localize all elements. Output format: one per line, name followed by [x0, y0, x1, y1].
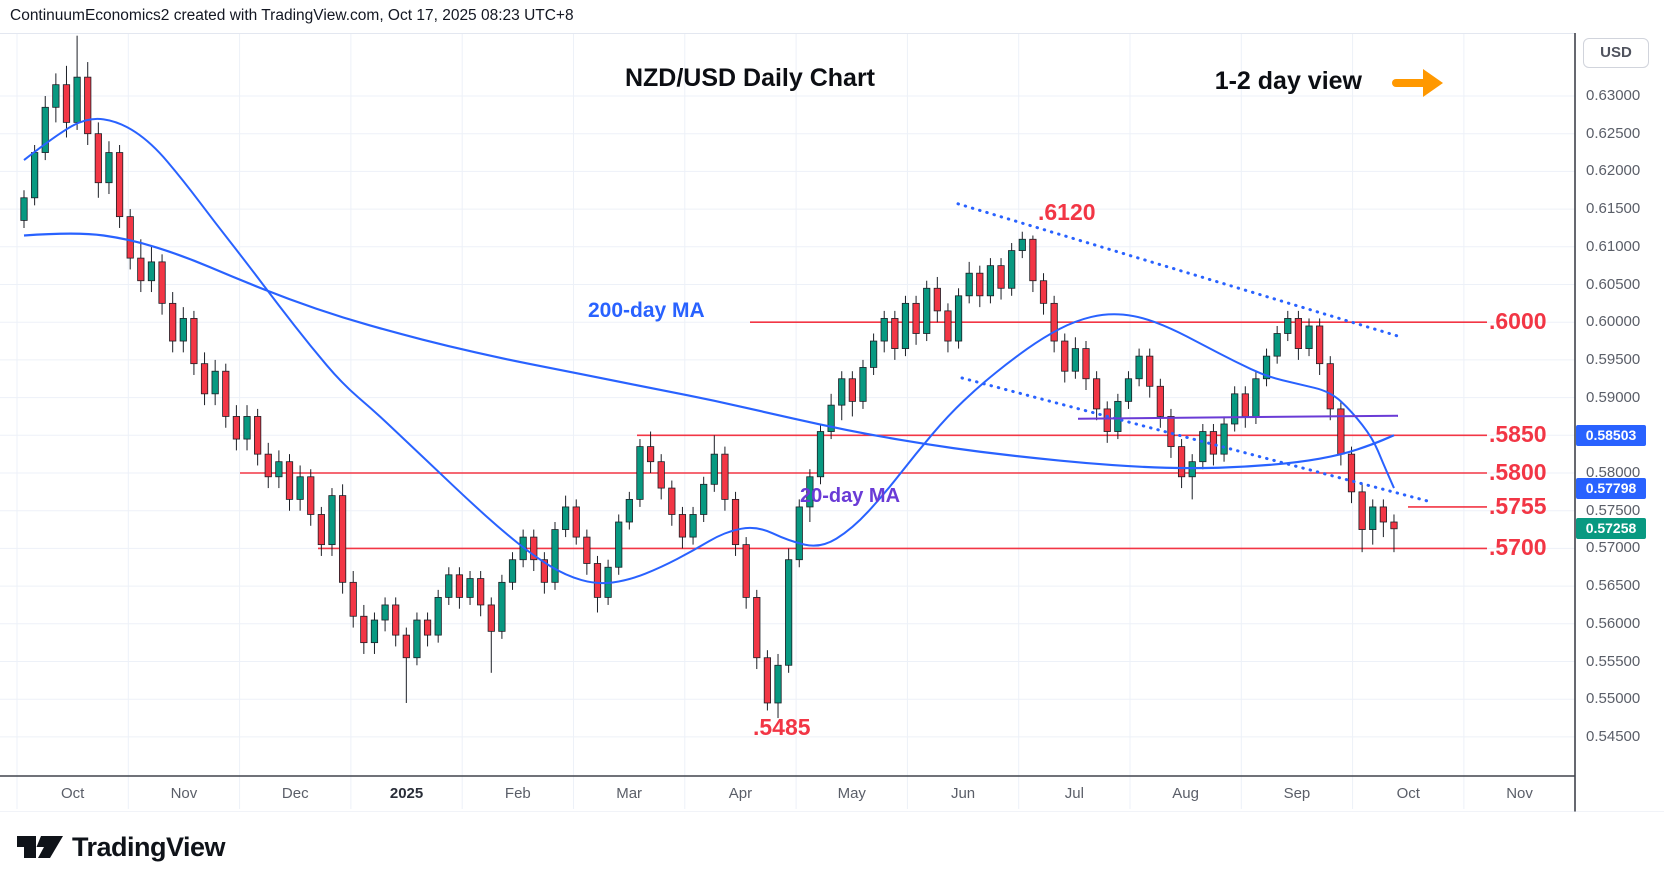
price-axis-tick: 0.59500: [1586, 350, 1641, 368]
axis-price-badge: 0.57798: [1576, 477, 1646, 499]
time-axis-month-label: Oct: [1396, 785, 1420, 802]
time-axis-month-label: Feb: [504, 785, 531, 802]
price-axis-tick: 0.58000: [1586, 464, 1641, 481]
price-axis-tick: 0.61000: [1586, 237, 1641, 255]
price-axis-tick: 0.54500: [1586, 727, 1641, 745]
tradingview-logo-icon: [17, 836, 63, 858]
time-axis-month-label: Jul: [1064, 785, 1084, 802]
time-axis-month-label: Oct: [60, 785, 85, 802]
view-horizon-note: 1-2 day view: [1214, 67, 1362, 95]
time-axis-month-label: Mar: [616, 785, 643, 802]
time-axis-month-label: Apr: [728, 785, 753, 802]
ma200-annotation-label: 200-day MA: [588, 299, 705, 322]
chart-credit-text: ContinuumEconomics2 created with Trading…: [10, 7, 574, 24]
price-axis-tick: 0.59000: [1586, 388, 1641, 406]
price-axis-tick: 0.62500: [1586, 124, 1641, 142]
ma20-annotation-label: 20-day MA: [800, 485, 901, 507]
candlestick-chart-svg: [0, 33, 1664, 812]
time-axis-month-label: 2025: [389, 785, 424, 802]
price-axis-tick: 0.55000: [1586, 690, 1641, 708]
price-axis-tick: 0.55500: [1586, 652, 1641, 670]
support-resistance-label: .5800: [1489, 459, 1547, 485]
currency-axis-button[interactable]: USD: [1583, 38, 1649, 68]
support-resistance-label: .5755: [1489, 492, 1547, 519]
support-resistance-label: .5850: [1489, 421, 1547, 448]
axis-price-badge: 0.58503: [1576, 424, 1646, 446]
tradingview-watermark-text: TradingView: [72, 831, 226, 862]
support-resistance-label: .5700: [1489, 534, 1547, 561]
price-axis-tick: 0.62000: [1586, 162, 1641, 180]
time-axis-month-label: Nov: [1506, 785, 1533, 802]
time-axis-month-label: Aug: [1172, 785, 1199, 802]
price-axis-tick: 0.60000: [1586, 313, 1641, 331]
time-axis-month-label: May: [837, 785, 866, 802]
tradingview-watermark[interactable]: TradingView: [14, 830, 226, 864]
time-axis-month-label: Nov: [170, 785, 198, 802]
price-annotation-label: .6120: [1038, 199, 1096, 225]
price-axis-tick: 0.60500: [1586, 275, 1641, 293]
time-axis-month-label: Jun: [950, 785, 976, 802]
chart-title: NZD/USD Daily Chart: [624, 64, 876, 92]
price-axis-tick: 0.56000: [1586, 614, 1641, 632]
price-axis-tick: 0.57000: [1586, 539, 1641, 557]
price-axis-tick: 0.56500: [1586, 577, 1641, 595]
price-axis-tick: 0.57500: [1586, 501, 1641, 519]
support-resistance-label: .6000: [1489, 308, 1547, 335]
time-axis-month-label: Dec: [281, 785, 309, 802]
arrow-right-icon: [1392, 69, 1443, 97]
axis-price-badge: 0.57258: [1576, 518, 1646, 540]
price-axis-tick: 0.63000: [1586, 87, 1641, 104]
price-axis-tick: 0.61500: [1586, 200, 1641, 218]
time-axis-month-label: Sep: [1283, 785, 1311, 802]
price-annotation-label: .5485: [753, 714, 811, 740]
chart-plot-area[interactable]: [0, 33, 1664, 812]
